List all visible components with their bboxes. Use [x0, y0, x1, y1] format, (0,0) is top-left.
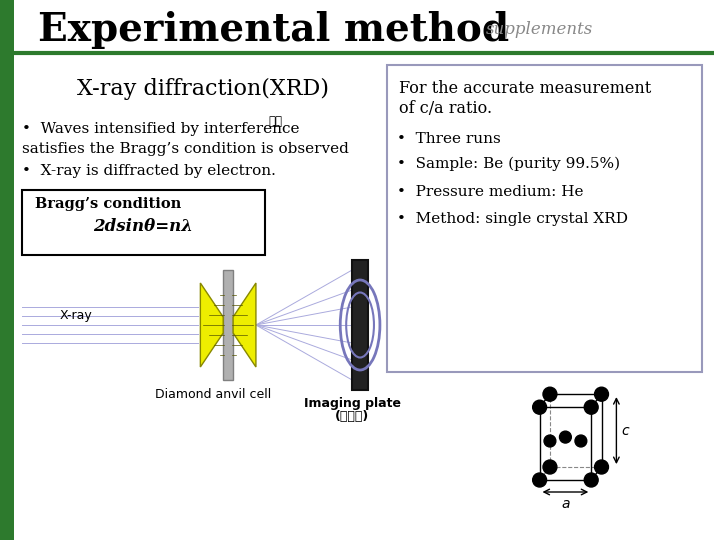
Text: •  Pressure medium: He: • Pressure medium: He	[397, 185, 583, 199]
Text: satisfies the Bragg’s condition is observed: satisfies the Bragg’s condition is obser…	[22, 142, 348, 156]
Text: of c/a ratio.: of c/a ratio.	[399, 100, 492, 117]
Text: •  Waves intensified by interference: • Waves intensified by interference	[22, 122, 300, 136]
Text: a: a	[561, 497, 570, 511]
FancyBboxPatch shape	[22, 190, 265, 255]
Text: 2dsinθ=nλ: 2dsinθ=nλ	[93, 218, 193, 235]
Text: X-ray: X-ray	[60, 309, 92, 322]
Circle shape	[543, 460, 557, 474]
Text: 干渉: 干渉	[269, 115, 283, 128]
Text: Experimental method: Experimental method	[37, 11, 509, 49]
Text: supplements: supplements	[486, 22, 593, 38]
Circle shape	[595, 460, 608, 474]
Circle shape	[544, 435, 556, 447]
FancyBboxPatch shape	[352, 260, 368, 390]
Circle shape	[584, 473, 598, 487]
FancyBboxPatch shape	[223, 270, 233, 380]
Polygon shape	[233, 283, 256, 367]
FancyBboxPatch shape	[0, 0, 14, 540]
Circle shape	[559, 431, 571, 443]
Text: (検出器): (検出器)	[335, 410, 369, 423]
Text: Diamond anvil cell: Diamond anvil cell	[155, 388, 271, 401]
Circle shape	[584, 400, 598, 414]
Text: For the accurate measurement: For the accurate measurement	[399, 80, 651, 97]
Circle shape	[575, 435, 587, 447]
Circle shape	[595, 387, 608, 401]
Text: •  Method: single crystal XRD: • Method: single crystal XRD	[397, 212, 628, 226]
Text: X-ray diffraction(XRD): X-ray diffraction(XRD)	[77, 78, 329, 100]
FancyBboxPatch shape	[387, 65, 702, 372]
Text: •  Sample: Be (purity 99.5%): • Sample: Be (purity 99.5%)	[397, 157, 620, 171]
Text: •  X-ray is diffracted by electron.: • X-ray is diffracted by electron.	[22, 164, 276, 178]
Circle shape	[533, 473, 546, 487]
Circle shape	[533, 400, 546, 414]
Text: Imaging plate: Imaging plate	[304, 397, 400, 410]
Polygon shape	[200, 283, 223, 367]
Text: c: c	[621, 423, 629, 437]
Text: Bragg’s condition: Bragg’s condition	[35, 197, 181, 211]
Circle shape	[543, 387, 557, 401]
Text: •  Three runs: • Three runs	[397, 132, 500, 146]
